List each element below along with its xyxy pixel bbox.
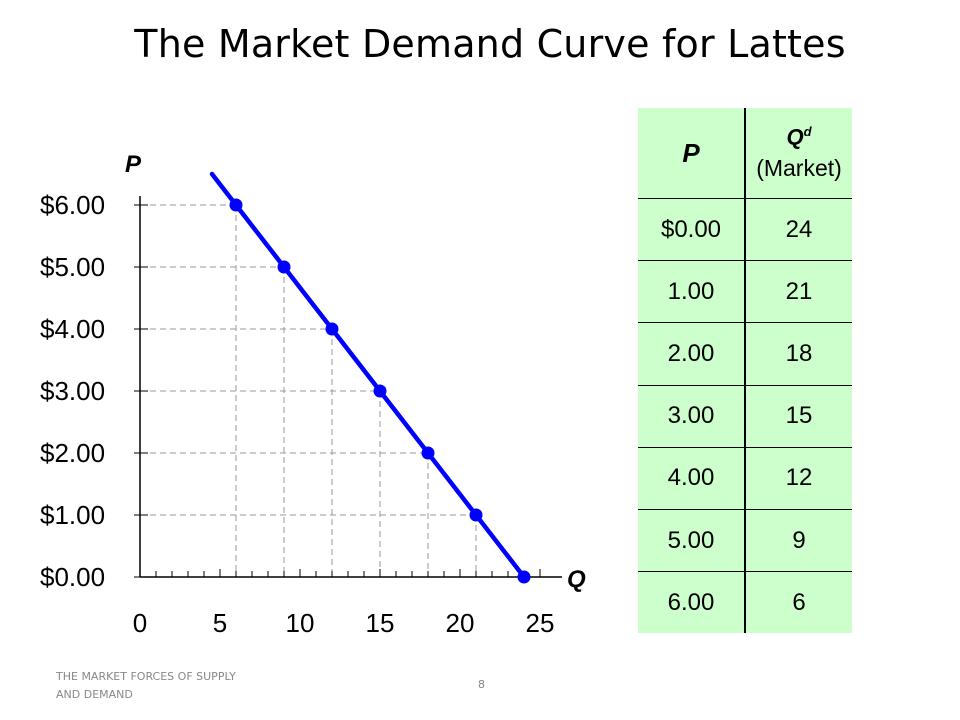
demand-series (209, 171, 531, 584)
demand-chart: $0.00 $1.00 $2.00 $3.00 $4.00 $5.00 $6.00 0 5 10 1… (40, 151, 586, 638)
y-axis-label: P (125, 151, 142, 178)
data-point (517, 570, 531, 584)
x-tick-label: 15 (366, 608, 395, 638)
data-point (421, 446, 435, 460)
table-row: 1.00 21 (638, 260, 852, 323)
x-tick-label: 10 (286, 608, 315, 638)
y-tick-label: $6.00 (40, 190, 105, 220)
price-cell: 1.00 (638, 260, 746, 323)
price-cell: 3.00 (638, 385, 746, 448)
slide-title: The Market Demand Curve for Lattes (134, 22, 846, 66)
quantity-cell: 12 (785, 464, 813, 492)
quantity-cell: 24 (785, 215, 813, 243)
price-cell: 4.00 (638, 447, 746, 510)
x-axis-label: Q (567, 566, 586, 593)
x-tick-label: 5 (213, 608, 227, 638)
price-cell: 2.00 (638, 322, 746, 386)
x-tick-label: 0 (133, 608, 147, 638)
quantity-cell: 9 (792, 526, 806, 554)
price-cell: $0.00 (638, 198, 746, 261)
data-point (325, 322, 339, 336)
guide-lines (140, 204, 477, 577)
demand-schedule-table: P Qd (Market) $0.00 24 1.00 21 2.00 18 3.00… (638, 108, 852, 634)
quantity-cell: 21 (785, 277, 813, 305)
x-tick-label: 20 (446, 608, 475, 638)
data-point (229, 198, 243, 212)
y-tick-label: $2.00 (40, 438, 105, 468)
x-tick-label: 25 (526, 608, 555, 638)
footer-chapter-title: THE MARKET FORCES OF SUPPLY AND DEMAND (56, 670, 236, 701)
table-row: 2.00 18 (638, 322, 852, 386)
header-quantity: Qd (Market) (756, 124, 842, 181)
price-cell: 5.00 (638, 509, 746, 572)
quantity-cell: 18 (785, 339, 813, 367)
y-tick-label: $3.00 (40, 376, 105, 406)
y-tick-label: $0.00 (40, 562, 105, 592)
header-price: P (638, 108, 746, 199)
tick-labels: $0.00 $1.00 $2.00 $3.00 $4.00 $5.00 $6.00 0 5 10 1… (40, 190, 554, 638)
table-row: 6.00 6 (638, 571, 852, 634)
table-row: 3.00 15 (638, 385, 852, 448)
table-header-row: P Qd (Market) (638, 108, 852, 199)
table-row: 5.00 9 (638, 509, 852, 572)
y-tick-label: $4.00 (40, 314, 105, 344)
table-row: $0.00 24 (638, 198, 852, 261)
quantity-cell: 15 (785, 402, 813, 430)
quantity-cell: 6 (792, 588, 806, 616)
data-point (277, 260, 291, 274)
y-tick-label: $1.00 (40, 500, 105, 530)
price-cell: 6.00 (638, 571, 746, 634)
chart-axes (139, 196, 562, 578)
table-row: 4.00 12 (638, 447, 852, 510)
demand-line (209, 171, 527, 580)
y-tick-label: $5.00 (40, 252, 105, 282)
data-point (373, 384, 387, 398)
data-point (469, 508, 483, 522)
page-number: 8 (478, 678, 485, 691)
